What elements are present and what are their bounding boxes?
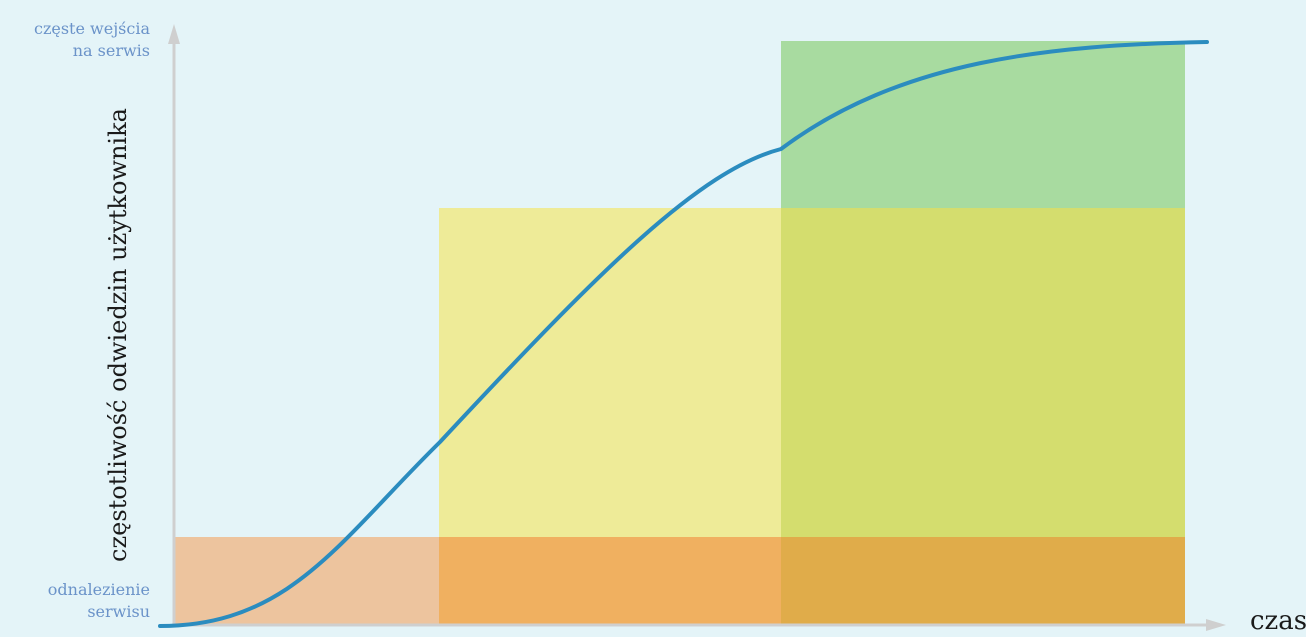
stage-block-yellow <box>439 208 781 537</box>
y-axis-top-label-line1: częste wejścia <box>33 19 150 38</box>
y-axis-top-label: częste wejścia na serwis <box>34 18 150 62</box>
y-axis-arrowhead <box>168 24 180 44</box>
stage-block-orange-middle <box>439 537 781 625</box>
y-axis-bottom-label-line2: serwisu <box>87 602 150 621</box>
stage-block-yellow-green-overlap <box>781 208 1185 537</box>
x-axis-title: czas <box>1250 606 1306 636</box>
stage-block-orange-left <box>174 537 439 625</box>
stage-block-green <box>781 41 1185 208</box>
adoption-curve <box>158 40 1209 628</box>
stage-block-orange-right <box>781 537 1185 625</box>
y-axis-title: częstotliwość odwiedzin użytkownika <box>104 108 132 562</box>
y-axis-bottom-label-line1: odnalezienie <box>47 580 150 599</box>
x-axis-arrowhead <box>1206 619 1226 631</box>
y-axis-bottom-label: odnalezienie serwisu <box>48 579 150 623</box>
y-axis-top-label-line2: na serwis <box>72 41 150 60</box>
